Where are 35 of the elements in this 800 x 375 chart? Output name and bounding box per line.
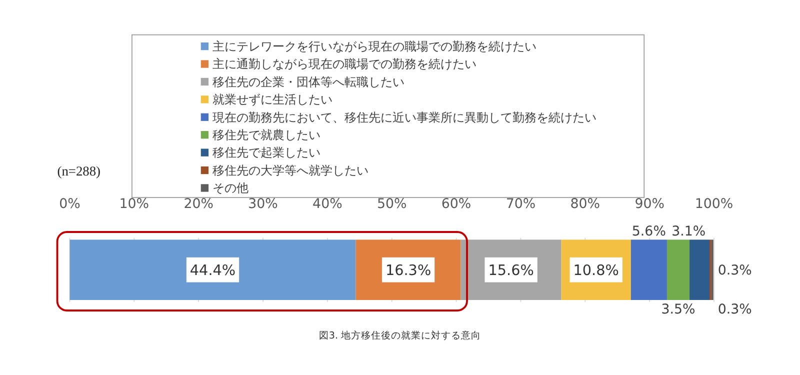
bar [666, 240, 690, 300]
x-tick-label: 90% [634, 197, 664, 212]
legend-label: 移住先で就農したい [212, 128, 320, 142]
data-label: 3.1% [672, 224, 706, 240]
data-label: 0.3% [718, 264, 752, 279]
x-tick-label: 100% [694, 197, 734, 212]
text: (n=288) [57, 164, 101, 179]
x-tick-label: 50% [376, 197, 407, 212]
x-tick-label: 40% [312, 197, 342, 212]
x-tick-label: 70% [506, 197, 536, 212]
caption: 図3. 地方移住後の就業に対する意向 [318, 329, 482, 342]
data-label: 10.8% [573, 262, 619, 279]
legend-label: 主に通勤しながら現在の職場での勤務を続けたい [212, 57, 476, 72]
x-tick-label: 60% [441, 197, 472, 212]
bar [690, 240, 710, 300]
data-label: 5.6% [632, 224, 666, 240]
legend-label: 現在の勤務先において、移住先に近い事業所に異動して勤務を続けたい [212, 110, 596, 124]
x-tick-label: 10% [119, 197, 150, 212]
data-label: 0.3% [718, 302, 752, 318]
x-tick-label: 0% [59, 197, 80, 212]
legend-label: 移住先で起業したい [212, 146, 320, 160]
legend-label: 主にテレワークを行いながら現在の職場での勤務を続けたい [212, 39, 536, 54]
x-tick-label: 80% [570, 197, 600, 212]
bar [630, 240, 667, 300]
data-label: 44.4% [190, 262, 236, 279]
legend-label: その他 [212, 181, 248, 196]
legend-label: 移住先の大学等へ就学したい [212, 163, 368, 178]
data-label: 16.3% [385, 262, 432, 279]
bar [70, 240, 356, 300]
legend-label: 就業せずに生活したい [212, 92, 332, 107]
x-tick-label: 20% [184, 197, 214, 212]
legend-label: 移住先の企業・団体等へ転職したい [212, 74, 404, 89]
x-tick-label: 30% [248, 197, 278, 212]
data-label: 15.6% [488, 262, 534, 279]
data-label: 3.5% [661, 302, 696, 318]
